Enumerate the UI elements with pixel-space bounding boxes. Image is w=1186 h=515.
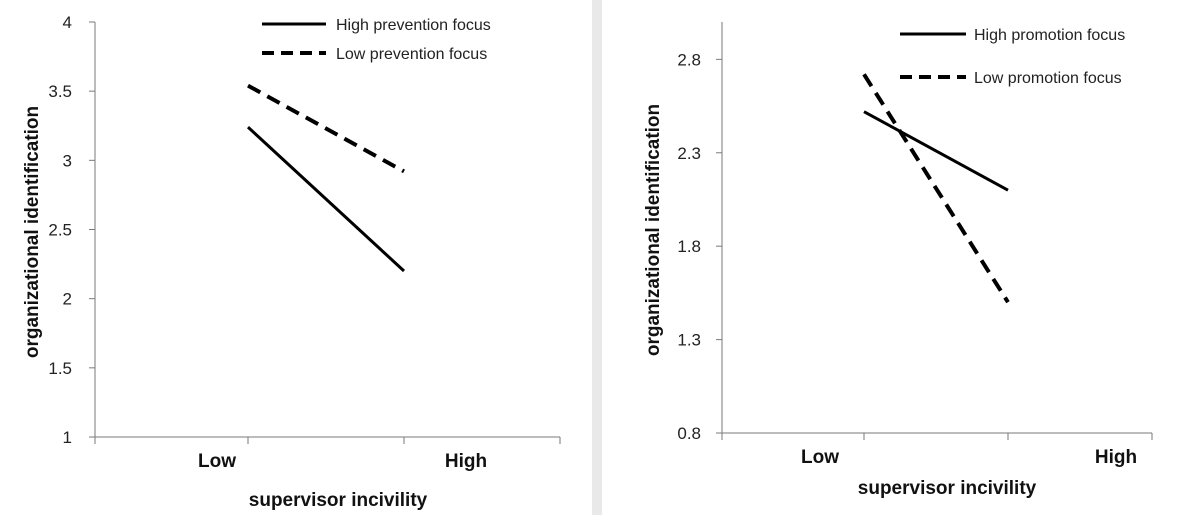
series-line-1 bbox=[246, 126, 406, 273]
y-tick-label: 2.5 bbox=[48, 221, 72, 240]
x-category-label: Low bbox=[198, 451, 236, 472]
y-tick-label: 0.8 bbox=[677, 424, 701, 443]
y-tick-label: 1.5 bbox=[48, 359, 72, 378]
x-category-label: High bbox=[1095, 447, 1137, 468]
legend-entry-1: High promotion focus bbox=[974, 27, 1125, 44]
series-line-2 bbox=[862, 73, 1010, 304]
y-tick-label: 4 bbox=[63, 13, 72, 32]
legend-entry-2: Low promotion focus bbox=[974, 70, 1122, 87]
y-tick-label: 1.3 bbox=[677, 331, 701, 350]
legend-entry-2: Low prevention focus bbox=[336, 46, 487, 63]
panel-divider bbox=[592, 0, 602, 515]
x-axis-title: supervisor incivility bbox=[249, 490, 428, 511]
series-line-2 bbox=[247, 83, 405, 174]
series-line-1 bbox=[863, 110, 1009, 192]
y-tick-label: 3 bbox=[63, 151, 72, 170]
chart-panel-right: 0.8 1.3 1.8 2.3 2.8 Low High supervisor incivil… bbox=[604, 0, 1186, 515]
y-tick-label: 2.3 bbox=[677, 144, 701, 163]
x-category-label: High bbox=[445, 451, 487, 472]
y-axis-title: organizational identification bbox=[22, 106, 43, 358]
x-axis-title: supervisor incivility bbox=[858, 478, 1037, 499]
y-tick-label: 3.5 bbox=[48, 82, 72, 101]
y-tick-label: 1.8 bbox=[677, 237, 701, 256]
y-tick-label: 2.8 bbox=[677, 50, 701, 69]
y-axis-title: organizational identification bbox=[643, 104, 664, 356]
y-tick-label: 1 bbox=[63, 428, 72, 447]
legend-entry-1: High prevention focus bbox=[336, 17, 491, 34]
chart-panel-left: 1 1.5 2 2.5 3 3.5 4 Low High supervisor incivilit… bbox=[0, 0, 590, 515]
chart-right: 0.8 1.3 1.8 2.3 2.8 Low High supervisor incivil… bbox=[643, 22, 1153, 499]
y-tick-label: 2 bbox=[63, 290, 72, 309]
x-category-label: Low bbox=[801, 447, 839, 468]
chart-left: 1 1.5 2 2.5 3 3.5 4 Low High supervisor incivilit… bbox=[22, 13, 561, 511]
